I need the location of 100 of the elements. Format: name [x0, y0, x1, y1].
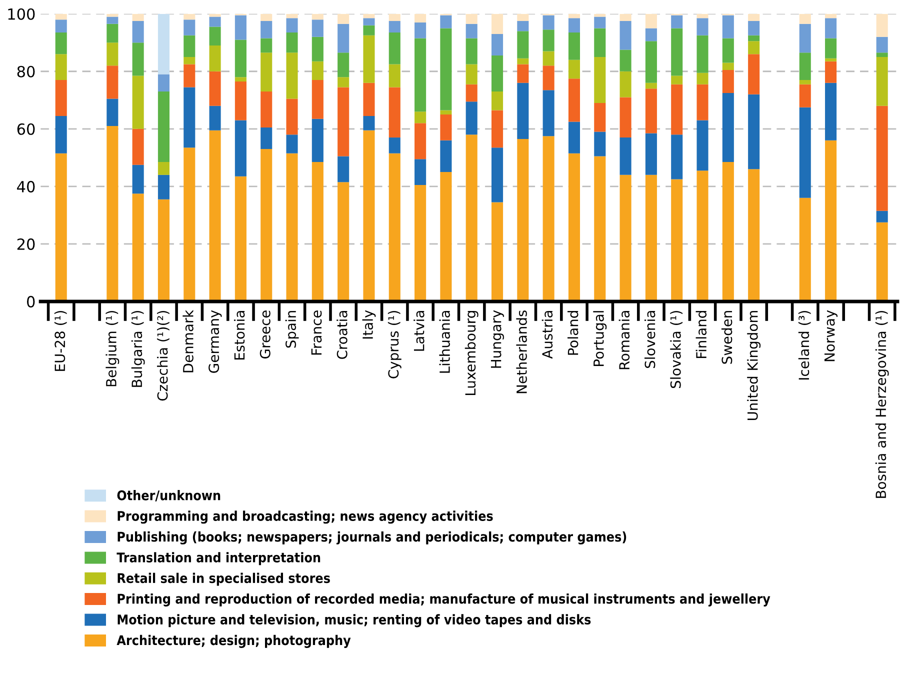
- x-tick-label: Norway: [824, 310, 838, 362]
- bar: [466, 84, 478, 102]
- bar: [517, 82, 529, 139]
- legend-label: Architecture; design; photography: [116, 634, 351, 648]
- bar: [184, 14, 196, 20]
- bar: [671, 84, 683, 135]
- bar: [158, 162, 170, 175]
- bar: [106, 24, 118, 43]
- bar: [825, 14, 837, 18]
- bar: [696, 72, 708, 84]
- bar: [260, 92, 272, 128]
- bar: [594, 132, 606, 156]
- bar: [260, 127, 272, 150]
- bar: [466, 14, 478, 24]
- x-tick-label: Bulgaria (¹): [131, 310, 145, 387]
- bar: [106, 126, 118, 302]
- bar: [414, 38, 426, 112]
- bar: [338, 182, 350, 302]
- bar: [748, 35, 760, 42]
- bar: [55, 116, 67, 154]
- bar: [876, 57, 888, 106]
- bar: [466, 64, 478, 84]
- bar: [876, 222, 888, 302]
- x-tick-label: Sweden: [721, 310, 732, 364]
- bar: [312, 14, 324, 20]
- bar: [542, 90, 554, 136]
- bar: [748, 41, 760, 54]
- y-tick-label: 80: [17, 66, 35, 78]
- bar: [286, 153, 298, 302]
- bar: [671, 15, 683, 28]
- bar: [286, 32, 298, 53]
- bar: [568, 122, 580, 154]
- bar: [542, 51, 554, 66]
- bar: [825, 38, 837, 58]
- bar: [209, 71, 221, 106]
- bar: [338, 52, 350, 78]
- x-tick-label: Hungary: [490, 310, 504, 368]
- bar: [645, 133, 657, 175]
- bar: [338, 156, 350, 182]
- bar: [312, 162, 324, 302]
- bar: [799, 84, 811, 108]
- bar: [517, 64, 529, 83]
- bar: [748, 21, 760, 36]
- bar: [696, 84, 708, 120]
- bar: [568, 78, 580, 122]
- bar: [466, 38, 478, 64]
- x-tick-label: Netherlands: [516, 310, 527, 394]
- bar: [312, 61, 324, 80]
- bar: [440, 140, 452, 172]
- bar: [363, 25, 375, 36]
- bar: [338, 24, 350, 53]
- bar: [825, 18, 837, 38]
- bar: [799, 198, 811, 302]
- bar: [722, 92, 734, 162]
- bar: [645, 14, 657, 28]
- bar: [645, 28, 657, 42]
- bar: [671, 134, 683, 180]
- bar: [645, 174, 657, 302]
- bar: [234, 81, 246, 120]
- bar: [55, 80, 67, 116]
- bar: [825, 140, 837, 302]
- bar: [158, 14, 170, 74]
- bar: [132, 164, 144, 194]
- bar: [106, 98, 118, 126]
- bar: [388, 14, 400, 22]
- legend-label: Publishing (books; newspapers; journals and periodicals; computer games): [118, 531, 626, 544]
- bar: [594, 28, 606, 57]
- x-tick-label: Latvia: [414, 311, 424, 351]
- bar: [260, 14, 272, 22]
- legend-label: Programming and broadcasting; news agency activities: [118, 510, 493, 524]
- x-tick-label: Greece: [260, 310, 270, 358]
- bar: [517, 58, 529, 64]
- bar: [184, 148, 196, 302]
- bar: [620, 21, 632, 50]
- bar: [799, 24, 811, 53]
- bar: [620, 71, 632, 98]
- x-tick-label: Portugal: [593, 311, 607, 366]
- bar: [414, 184, 426, 302]
- bar: [260, 38, 272, 53]
- bar: [645, 41, 657, 83]
- bar: [414, 123, 426, 160]
- bar: [876, 36, 888, 53]
- bar: [568, 14, 580, 18]
- x-tick-label: Spain: [285, 310, 299, 348]
- bar: [184, 87, 196, 148]
- bar: [722, 62, 734, 70]
- y-tick-label: 100: [8, 8, 35, 20]
- y-tick-label: 40: [17, 180, 35, 192]
- bar: [55, 14, 67, 20]
- bar: [620, 174, 632, 302]
- bar: [491, 110, 504, 148]
- bar: [414, 112, 426, 124]
- bar: [132, 128, 144, 165]
- bar: [338, 77, 350, 88]
- bar: [517, 21, 529, 32]
- bar: [158, 199, 170, 302]
- bar: [620, 50, 632, 72]
- bar: [825, 58, 837, 62]
- bar: [388, 87, 400, 138]
- bar: [876, 14, 888, 37]
